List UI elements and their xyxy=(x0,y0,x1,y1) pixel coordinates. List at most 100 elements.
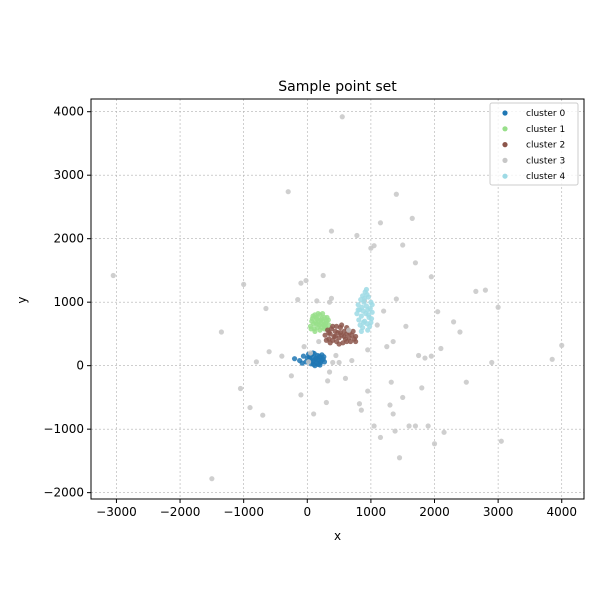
x-tick-label: −1000 xyxy=(223,505,264,519)
scatter-point xyxy=(260,412,266,418)
scatter-point xyxy=(311,411,317,417)
scatter-point xyxy=(368,319,374,326)
scatter-point xyxy=(355,302,361,308)
scatter-point xyxy=(342,375,349,381)
scatter-point xyxy=(322,332,328,338)
scatter-point xyxy=(336,359,342,366)
series-cluster-4 xyxy=(354,286,375,334)
y-tick-label: −1000 xyxy=(43,422,84,436)
scatter-point xyxy=(396,455,403,461)
scatter-point xyxy=(431,441,438,447)
scatter-point xyxy=(422,355,428,361)
scatter-point xyxy=(369,302,375,308)
scatter-point xyxy=(365,388,371,394)
x-tick-label: 2000 xyxy=(419,505,450,519)
scatter-point xyxy=(489,359,495,366)
scatter-point xyxy=(419,385,425,391)
scatter-point xyxy=(365,327,371,333)
scatter-point xyxy=(406,423,412,429)
axes: −3000 −2000 −1000 0 1000 2000 3000 4000 −2000 −10… xyxy=(43,105,577,519)
series-cluster-0 xyxy=(291,350,328,369)
scatter-point xyxy=(110,272,116,279)
scatter-point xyxy=(337,330,343,336)
legend-marker xyxy=(502,157,508,163)
scatter-point xyxy=(316,338,322,345)
scatter-point xyxy=(358,313,364,319)
scatter-point xyxy=(441,429,447,435)
scatter-point xyxy=(435,309,441,315)
scatter-point xyxy=(323,337,329,343)
scatter-point xyxy=(314,321,320,327)
scatter-point xyxy=(374,322,380,328)
series-cluster-1 xyxy=(307,311,332,334)
y-tick-label: 3000 xyxy=(53,168,84,182)
scatter-point xyxy=(328,228,335,234)
scatter-point xyxy=(307,350,314,356)
scatter-point xyxy=(498,438,504,444)
legend-marker xyxy=(502,110,508,116)
scatter-point xyxy=(349,357,355,364)
legend-label: cluster 1 xyxy=(526,125,565,135)
scatter-point xyxy=(388,379,394,385)
x-tick-label: −2000 xyxy=(160,505,201,519)
scatter-point xyxy=(416,352,422,359)
scatter-point xyxy=(305,359,312,365)
grid xyxy=(91,99,584,499)
scatter-point xyxy=(347,338,354,345)
legend-label: cluster 4 xyxy=(526,172,565,182)
scatter-point xyxy=(326,369,333,375)
x-tick-label: 1000 xyxy=(356,505,387,519)
scatter-point xyxy=(324,314,330,321)
legend-marker xyxy=(502,142,508,148)
legend-label: cluster 0 xyxy=(526,109,565,119)
legend-marker xyxy=(502,126,508,132)
scatter-point xyxy=(559,342,565,348)
y-tick-label: 0 xyxy=(76,359,84,373)
scatter-point xyxy=(549,356,555,362)
scatter-point xyxy=(356,401,363,407)
y-tick-label: 1000 xyxy=(53,295,84,309)
scatter-point xyxy=(312,312,318,318)
scatter-point xyxy=(393,191,399,197)
scatter-point xyxy=(333,352,339,359)
scatter-point xyxy=(381,308,387,314)
scatter-point xyxy=(377,434,384,441)
scatter-point xyxy=(218,329,225,335)
scatter-point xyxy=(392,428,398,434)
scatter-point xyxy=(253,359,259,365)
scatter-point xyxy=(209,476,215,482)
scatter-point xyxy=(412,423,419,429)
scatter-point xyxy=(301,344,307,350)
scatter-point xyxy=(371,423,377,429)
scatter-point xyxy=(316,353,322,359)
scatter-point xyxy=(309,359,315,365)
scatter-point xyxy=(403,323,409,329)
scatter-point xyxy=(241,281,247,287)
scatter-point xyxy=(327,340,333,346)
x-tick-label: 0 xyxy=(303,505,311,519)
scatter-point xyxy=(463,379,469,385)
scatter-point xyxy=(358,407,364,413)
scatter-point xyxy=(356,317,362,323)
scatter-point xyxy=(344,338,350,345)
scatter-point xyxy=(369,309,375,315)
scatter-point xyxy=(428,353,434,359)
scatter-point xyxy=(279,353,285,359)
scatter-point xyxy=(353,333,359,340)
scatter-point xyxy=(450,319,457,325)
series-layer xyxy=(110,114,565,482)
legend-box xyxy=(489,102,579,186)
scatter-point xyxy=(247,404,253,411)
scatter-point xyxy=(333,323,340,329)
scatter-point xyxy=(400,394,406,401)
scatter-point xyxy=(365,347,371,353)
scatter-point xyxy=(339,114,345,120)
scatter-point xyxy=(346,327,352,333)
y-tick-label: 4000 xyxy=(53,105,84,119)
scatter-point xyxy=(457,329,463,335)
scatter-point xyxy=(237,385,244,392)
scatter-point xyxy=(354,232,360,239)
scatter-point xyxy=(364,291,370,298)
scatter-point xyxy=(263,305,269,312)
scatter-point xyxy=(393,296,399,302)
